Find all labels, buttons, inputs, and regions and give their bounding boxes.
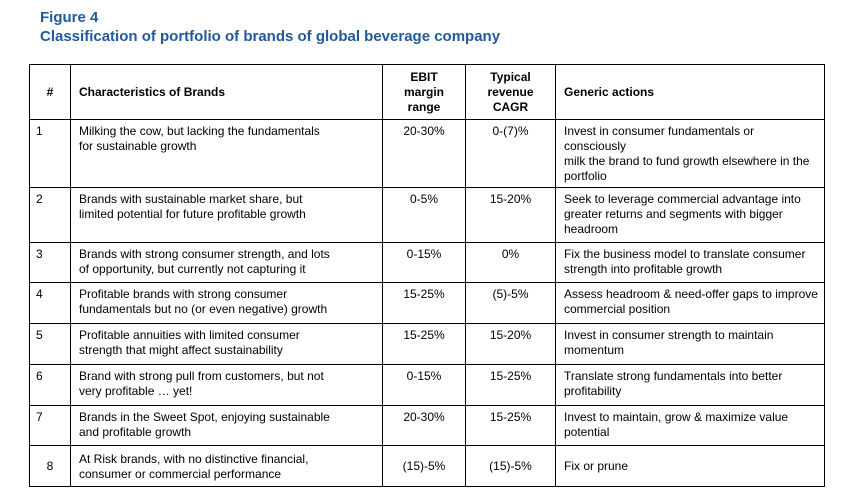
header-cagr-line1: Typical <box>490 69 531 84</box>
row-characteristics: Brands in the Sweet Spot, enjoying susta… <box>70 405 383 446</box>
row-characteristics-line: for sustainable growth <box>79 139 197 153</box>
row-actions-line: profitability <box>564 384 622 398</box>
row-cagr: 15-20% <box>465 323 556 365</box>
row-ebit: 0-15% <box>382 242 466 283</box>
row-actions: Fix or prune <box>555 445 825 487</box>
row-cagr: (15)-5% <box>465 445 556 487</box>
row-actions-line: milk the brand to fund growth elsewhere … <box>564 154 810 168</box>
figure-label: Figure 4 <box>40 9 99 26</box>
row-characteristics-line: Brands with sustainable market share, bu… <box>79 192 303 206</box>
row-actions: Invest to maintain, grow & maximize valu… <box>555 405 825 446</box>
row-cagr: 15-20% <box>465 187 556 243</box>
row-ebit: 0-15% <box>382 364 466 406</box>
table-row: 1 Milking the cow, but lacking the funda… <box>29 119 825 188</box>
row-actions-line: Translate strong fundamentals into bette… <box>564 369 783 383</box>
row-characteristics-line: Profitable brands with strong consumer <box>79 287 288 301</box>
header-cagr-line2: revenue <box>487 84 534 99</box>
table-row: 6 Brand with strong pull from customers,… <box>29 364 825 406</box>
row-characteristics: Brands with strong consumer strength, an… <box>70 242 383 283</box>
row-characteristics-line: strength that might affect sustainabilit… <box>79 343 283 357</box>
header-cagr-line3: CAGR <box>492 99 529 114</box>
row-characteristics-line: limited potential for future profitable … <box>79 207 306 221</box>
row-actions-line: Fix the business model to translate cons… <box>564 247 806 261</box>
table-row: 5 Profitable annuities with limited cons… <box>29 323 825 365</box>
row-characteristics-line: fundamentals but no (or even negative) g… <box>79 302 328 316</box>
row-characteristics-line: At Risk brands, with no distinctive fina… <box>79 451 309 466</box>
row-characteristics-line: of opportunity, but currently not captur… <box>79 262 306 276</box>
row-actions: Seek to leverage commercial advantage in… <box>555 187 825 243</box>
table-row: 8 At Risk brands, with no distinctive fi… <box>29 445 825 487</box>
row-num: 8 <box>29 445 71 487</box>
brand-portfolio-table: # Characteristics of Brands EBIT margin … <box>29 64 825 487</box>
row-cagr: (5)-5% <box>465 282 556 324</box>
row-ebit: 15-25% <box>382 282 466 324</box>
figure-title: Classification of portfolio of brands of… <box>40 28 501 45</box>
row-num: 3 <box>29 242 71 283</box>
row-characteristics: Milking the cow, but lacking the fundame… <box>70 119 383 188</box>
row-characteristics-line: Brands in the Sweet Spot, enjoying susta… <box>79 410 330 424</box>
row-actions: Assess headroom & need-offer gaps to imp… <box>555 282 825 324</box>
row-ebit: 20-30% <box>382 405 466 446</box>
row-actions-line: commercial position <box>564 302 671 316</box>
row-actions-line: Invest in consumer fundamentals or consc… <box>564 124 755 153</box>
row-actions-line: greater returns and segments with bigger <box>564 207 783 221</box>
row-characteristics: At Risk brands, with no distinctive fina… <box>70 445 383 487</box>
row-ebit: 20-30% <box>382 119 466 188</box>
header-actions: Generic actions <box>555 64 825 120</box>
row-actions-line: headroom <box>564 222 619 236</box>
row-characteristics: Profitable brands with strong consumer f… <box>70 282 383 324</box>
header-ebit-line3: range <box>407 99 441 114</box>
row-actions: Invest in consumer fundamentals or consc… <box>555 119 825 188</box>
row-characteristics-line: Profitable annuities with limited consum… <box>79 328 300 342</box>
row-ebit: 15-25% <box>382 323 466 365</box>
row-characteristics-line: Brands with strong consumer strength, an… <box>79 247 330 261</box>
row-characteristics: Profitable annuities with limited consum… <box>70 323 383 365</box>
row-characteristics-line: Milking the cow, but lacking the fundame… <box>79 124 320 138</box>
row-characteristics: Brands with sustainable market share, bu… <box>70 187 383 243</box>
row-actions: Invest in consumer strength to maintain … <box>555 323 825 365</box>
header-characteristics: Characteristics of Brands <box>70 64 383 120</box>
table-row: 4 Profitable brands with strong consumer… <box>29 282 825 324</box>
row-num: 5 <box>29 323 71 365</box>
row-cagr: 15-25% <box>465 405 556 446</box>
header-ebit-line1: EBIT <box>410 69 438 84</box>
row-actions-line: Invest in consumer strength to maintain <box>564 328 774 342</box>
row-actions-line: Invest to maintain, grow & maximize valu… <box>564 410 789 424</box>
table-header-row: # Characteristics of Brands EBIT margin … <box>29 64 825 120</box>
row-characteristics-line: very profitable … yet! <box>79 384 193 398</box>
table-row: 2 Brands with sustainable market share, … <box>29 187 825 243</box>
header-num: # <box>29 64 71 120</box>
table-row: 3 Brands with strong consumer strength, … <box>29 242 825 283</box>
row-actions: Fix the business model to translate cons… <box>555 242 825 283</box>
row-characteristics: Brand with strong pull from customers, b… <box>70 364 383 406</box>
row-actions: Translate strong fundamentals into bette… <box>555 364 825 406</box>
row-actions-line: momentum <box>564 343 625 357</box>
row-num: 1 <box>29 119 71 188</box>
row-actions-line: Fix or prune <box>564 459 629 473</box>
row-characteristics-line: and profitable growth <box>79 425 192 439</box>
row-ebit: (15)-5% <box>382 445 466 487</box>
row-num: 4 <box>29 282 71 324</box>
row-characteristics-line: consumer or commercial performance <box>79 466 282 481</box>
row-num: 7 <box>29 405 71 446</box>
row-actions-line: potential <box>564 425 610 439</box>
row-num: 2 <box>29 187 71 243</box>
row-characteristics-line: Brand with strong pull from customers, b… <box>79 369 324 383</box>
row-ebit: 0-5% <box>382 187 466 243</box>
row-cagr: 15-25% <box>465 364 556 406</box>
row-num: 6 <box>29 364 71 406</box>
table-row: 7 Brands in the Sweet Spot, enjoying sus… <box>29 405 825 446</box>
row-actions-line: Assess headroom & need-offer gaps to imp… <box>564 287 818 301</box>
row-actions-line: Seek to leverage commercial advantage in… <box>564 192 801 206</box>
header-ebit-line2: margin <box>403 84 444 99</box>
row-actions-line: strength into profitable growth <box>564 262 723 276</box>
row-cagr: 0-(7)% <box>465 119 556 188</box>
row-cagr: 0% <box>465 242 556 283</box>
header-ebit: EBIT margin range <box>382 64 466 120</box>
row-actions-line: portfolio <box>564 169 607 183</box>
header-cagr: Typical revenue CAGR <box>465 64 556 120</box>
